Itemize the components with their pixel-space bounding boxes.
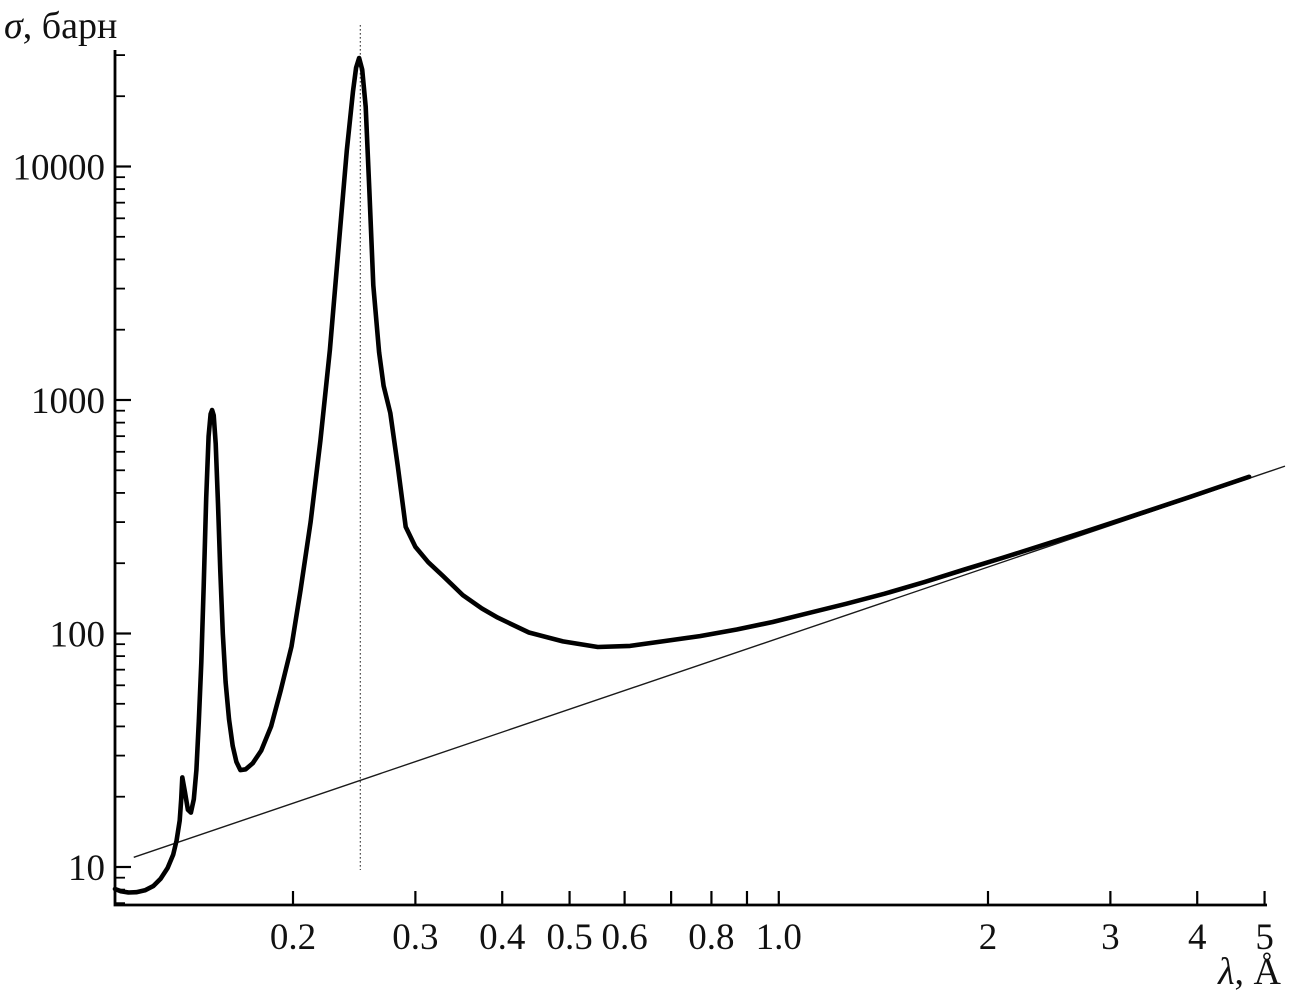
x-tick-label: 0.2 bbox=[270, 917, 316, 958]
y-tick-label: 1000 bbox=[31, 381, 105, 422]
x-tick-label: 4 bbox=[1188, 917, 1207, 958]
x-tick-label: 5 bbox=[1255, 917, 1274, 958]
x-tick-label: 1.0 bbox=[756, 917, 802, 958]
x-tick-label: 0.8 bbox=[688, 917, 734, 958]
x-axis-units: , Å bbox=[1234, 951, 1281, 993]
x-tick-label: 2 bbox=[979, 917, 998, 958]
y-axis-title: σ, барн bbox=[4, 5, 118, 48]
lambda-symbol: λ bbox=[1218, 951, 1235, 993]
x-tick-label: 0.5 bbox=[546, 917, 592, 958]
sigma-symbol: σ bbox=[4, 5, 23, 47]
y-tick-label: 100 bbox=[50, 615, 106, 656]
x-tick-label: 0.3 bbox=[392, 917, 438, 958]
x-tick-label: 3 bbox=[1101, 917, 1120, 958]
cross-section-curve bbox=[112, 55, 1252, 895]
y-axis-units: , барн bbox=[22, 5, 118, 47]
x-tick-label: 0.6 bbox=[601, 917, 647, 958]
axes bbox=[113, 50, 1267, 907]
y-tick-label: 10 bbox=[68, 848, 105, 889]
x-tick-label: 0.4 bbox=[479, 917, 525, 958]
y-tick-label: 10000 bbox=[13, 148, 106, 189]
x-axis-title: λ, Å bbox=[1218, 951, 1281, 994]
